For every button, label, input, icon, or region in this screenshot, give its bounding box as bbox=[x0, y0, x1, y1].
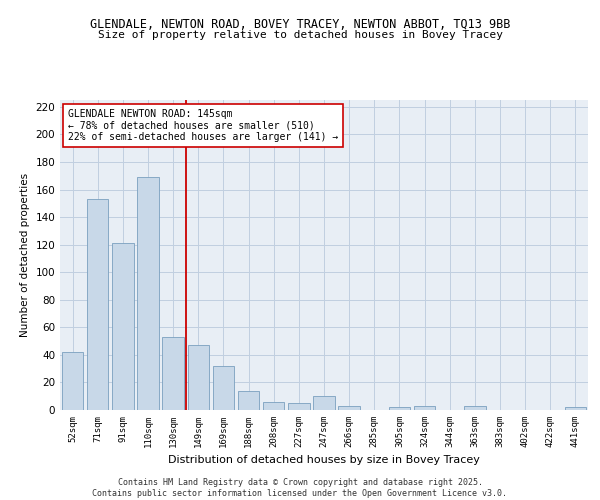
Text: GLENDALE, NEWTON ROAD, BOVEY TRACEY, NEWTON ABBOT, TQ13 9BB: GLENDALE, NEWTON ROAD, BOVEY TRACEY, NEW… bbox=[90, 18, 510, 30]
Text: GLENDALE NEWTON ROAD: 145sqm
← 78% of detached houses are smaller (510)
22% of s: GLENDALE NEWTON ROAD: 145sqm ← 78% of de… bbox=[68, 110, 338, 142]
Text: Size of property relative to detached houses in Bovey Tracey: Size of property relative to detached ho… bbox=[97, 30, 503, 40]
Bar bbox=[87, 199, 109, 410]
Bar bbox=[414, 406, 435, 410]
Bar bbox=[313, 396, 335, 410]
Bar bbox=[263, 402, 284, 410]
Bar bbox=[288, 403, 310, 410]
Bar bbox=[188, 345, 209, 410]
Bar bbox=[338, 406, 360, 410]
Bar bbox=[238, 390, 259, 410]
Bar bbox=[464, 406, 485, 410]
Bar bbox=[565, 407, 586, 410]
Bar bbox=[163, 337, 184, 410]
Text: Contains HM Land Registry data © Crown copyright and database right 2025.
Contai: Contains HM Land Registry data © Crown c… bbox=[92, 478, 508, 498]
Bar bbox=[62, 352, 83, 410]
Bar bbox=[389, 407, 410, 410]
Bar bbox=[137, 177, 158, 410]
Bar bbox=[213, 366, 234, 410]
Y-axis label: Number of detached properties: Number of detached properties bbox=[20, 173, 30, 337]
X-axis label: Distribution of detached houses by size in Bovey Tracey: Distribution of detached houses by size … bbox=[168, 456, 480, 466]
Bar bbox=[112, 244, 134, 410]
